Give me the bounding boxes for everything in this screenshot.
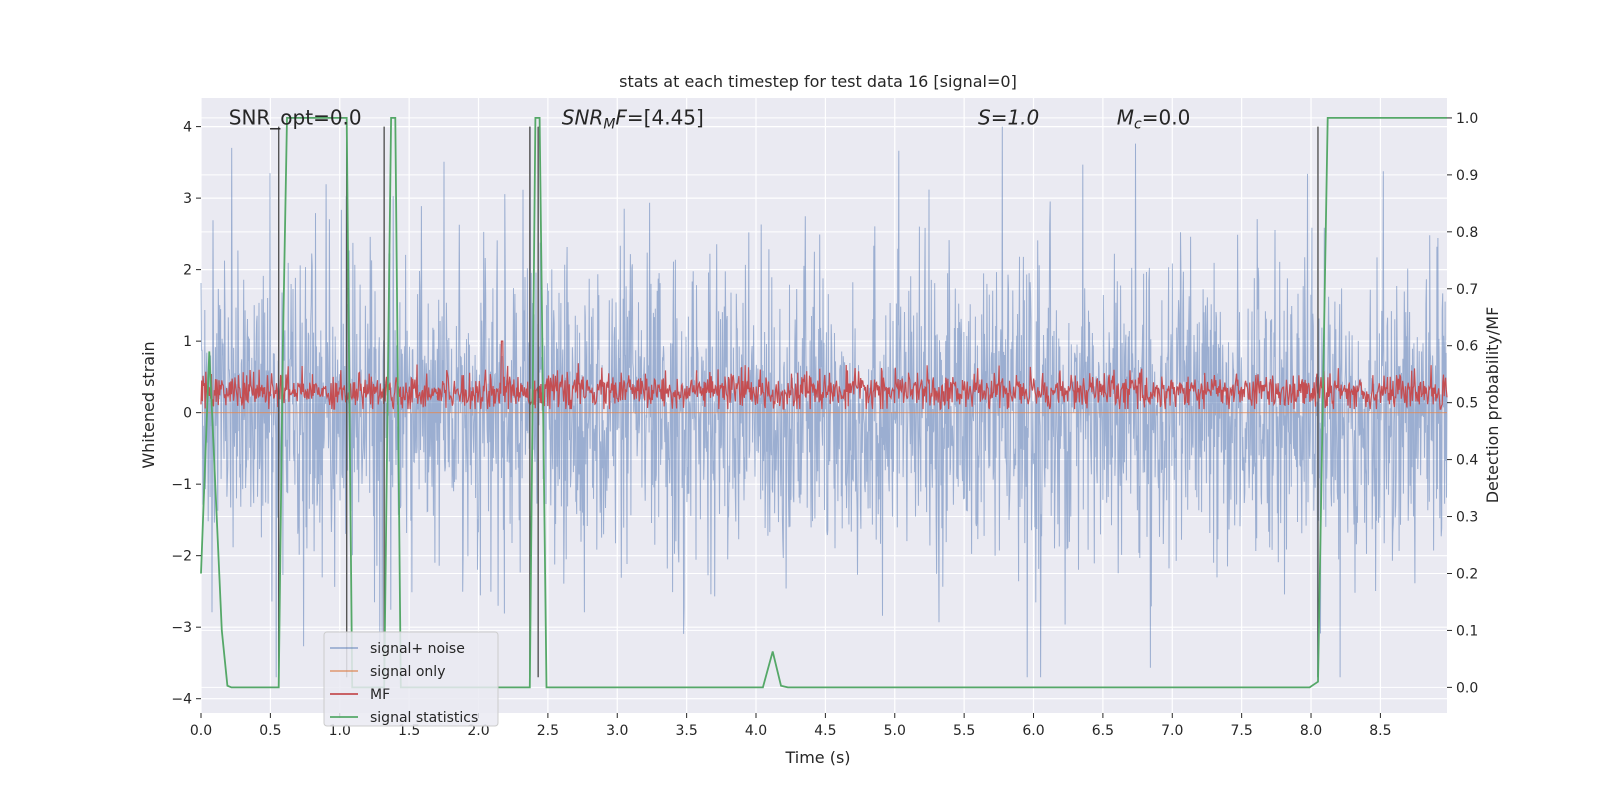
right-axis-ticks: 1.0 0.9 0.8 0.7 0.6 0.5 0.4 0.3 0.2 0.1 0.0 [1447,111,1478,696]
left-axis-ticks: 4 3 2 1 0 −1 −2 −3 −4 [171,120,201,708]
annotation-part: S=1.0 [978,105,1039,129]
x-tick-label: 1.0 [329,723,351,739]
legend-label: signal only [370,664,445,680]
annotations: SNR_opt=0.0 SNRMF=[4.45] S=1.0 Mc=0.0 [229,105,1191,132]
series-signal-statistics [200,117,1447,689]
x-tick-label: 7.0 [1161,723,1183,739]
annotation-text: SNR_opt=0.0 [229,105,362,129]
mf-trace [200,340,1448,411]
x-tick-label: 6.5 [1092,723,1114,739]
y-right-tick-label: 0.6 [1456,339,1478,355]
y-axis-label: Whitened strain [139,341,158,468]
y-tick-label: 3 [183,191,192,207]
annotation-subscript: M [603,116,615,132]
y-tick-label: −1 [171,477,192,493]
annotation-subscript: c [1134,116,1142,132]
annotation-text: Mc=0.0 [1117,105,1191,132]
annotation-text: S=1.0 [978,105,1039,129]
y-tick-label: 0 [183,406,192,422]
annotation-part: M [1117,105,1134,129]
y-tick-label: −2 [171,549,192,565]
legend: signal+ noise signal only MF signal statist… [323,631,499,727]
y-right-tick-label: 0.0 [1456,680,1478,696]
y-right-tick-label: 0.2 [1456,566,1478,582]
chart-title: stats at each timestep for test data 16 … [619,72,1017,91]
legend-label: signal+ noise [370,641,465,657]
y-tick-label: 2 [183,263,192,279]
x-tick-label: 0.0 [190,723,212,739]
y-right-tick-label: 0.9 [1456,168,1478,184]
legend-label: signal statistics [370,710,478,726]
x-tick-label: 2.0 [467,723,489,739]
y-tick-label: 4 [183,120,192,136]
y-right-tick-label: 1.0 [1456,111,1478,127]
x-tick-label: 3.0 [606,723,628,739]
x-axis-label: Time (s) [784,748,850,767]
x-tick-label: 6.0 [1022,723,1044,739]
x-tick-label: 8.5 [1369,723,1391,739]
x-tick-label: 0.5 [259,723,281,739]
vertical-markers [278,126,1319,678]
annotation-part: SNR [562,105,604,129]
y-right-tick-label: 0.3 [1456,510,1478,526]
y-right-tick-label: 0.1 [1456,623,1478,639]
y-right-axis-label: Detection probability/MF [1483,307,1502,504]
y-tick-label: −4 [171,692,192,708]
x-tick-label: 1.5 [398,723,420,739]
y-right-tick-label: 0.8 [1456,225,1478,241]
x-axis-ticks: 0.0 0.5 1.0 1.5 2.0 2.5 3.0 3.5 4.0 4.5 5.0 5.5 6.0 6… [190,713,1392,739]
legend-box [323,631,499,727]
annotation-part: F [615,105,627,129]
series-mf [200,340,1448,411]
x-tick-label: 8.0 [1300,723,1322,739]
y-right-tick-label: 0.5 [1456,396,1478,412]
x-tick-label: 4.0 [745,723,767,739]
x-tick-label: 5.5 [953,723,975,739]
x-tick-label: 2.5 [537,723,559,739]
annotation-part: F=[4.45] [615,105,703,129]
y-right-tick-label: 0.4 [1456,453,1478,469]
series-signal-noise [200,126,1448,678]
legend-label: MF [370,687,390,703]
annotation-text: SNRMF=[4.45] [562,105,704,132]
x-tick-label: 7.5 [1231,723,1253,739]
y-tick-label: 1 [183,334,192,350]
y-tick-label: −3 [171,620,192,636]
x-tick-label: 3.5 [676,723,698,739]
y-right-tick-label: 0.7 [1456,282,1478,298]
x-tick-label: 4.5 [814,723,836,739]
signal-statistics-trace [200,117,1447,689]
annotation-part: =0.0 [1142,105,1191,129]
noise-trace [200,126,1448,678]
x-tick-label: 5.0 [884,723,906,739]
annotation-part: =[4.45] [627,105,704,129]
